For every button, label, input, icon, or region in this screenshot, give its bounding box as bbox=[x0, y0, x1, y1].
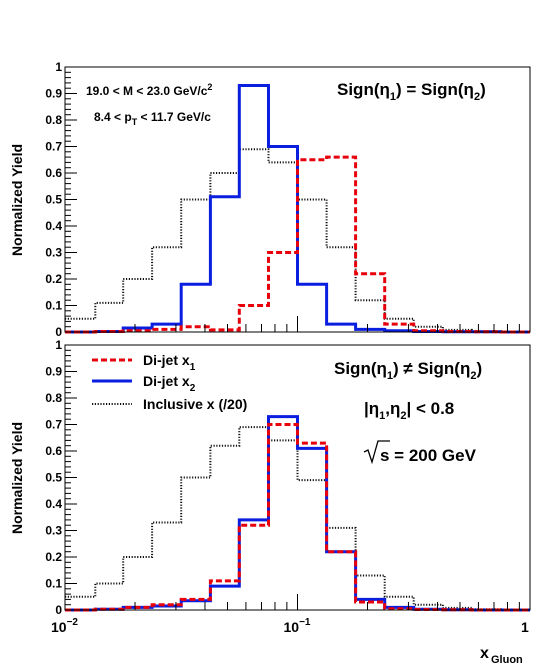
legend-label-dijet-x1: Di-jet x1 bbox=[143, 352, 196, 373]
y-tick-label: 0.4 bbox=[45, 497, 62, 511]
y-tick-label: 0 bbox=[55, 603, 62, 617]
x-tick-label: 10−1 bbox=[284, 617, 311, 635]
bottom-plot-frame bbox=[64, 344, 531, 611]
y-tick-label: 0.7 bbox=[45, 418, 62, 432]
y-tick-label: 1 bbox=[55, 338, 62, 352]
y-tick-label: 0.5 bbox=[45, 471, 62, 485]
y-tick-label: 0.2 bbox=[45, 550, 62, 564]
y-tick-label: 0.9 bbox=[45, 365, 62, 379]
top-axes: 0 0.1 0.2 0.3 0.4 0.5 0.6 0.7 0.8 0.9 1 bbox=[45, 60, 531, 339]
bottom-y-axis-label: Normalized Yield bbox=[9, 422, 25, 534]
annotation-mass-range: 19.0 < M < 23.0 GeV/c2 bbox=[86, 82, 212, 98]
y-tick-label: 0.8 bbox=[45, 391, 62, 405]
x-tick-label: 10−2 bbox=[51, 617, 78, 635]
svg-text:x: x bbox=[480, 645, 489, 662]
panel-bottom: 0 0.1 0.2 0.3 0.4 0.5 0.6 0.7 0.8 0.9 1 10−2 10−1 1 N… bbox=[9, 338, 531, 666]
legend: Di-jet x1 Di-jet x2 Inclusive x (/20) bbox=[92, 352, 247, 412]
y-tick-label: 0.3 bbox=[45, 524, 62, 538]
x-tick-label: 1 bbox=[521, 619, 529, 635]
annotation-same-sign: Sign(η1) = Sign(η2) bbox=[337, 80, 486, 103]
y-tick-label: 1 bbox=[55, 60, 62, 74]
y-tick-label: 0 bbox=[55, 325, 62, 339]
annotation-pt-range: 8.4 < pT < 11.7 GeV/c bbox=[94, 110, 211, 127]
y-tick-label: 0.9 bbox=[45, 87, 62, 101]
y-tick-label: 0.3 bbox=[45, 246, 62, 260]
top-y-axis-label: Normalized Yield bbox=[9, 144, 25, 256]
svg-text:Gluon: Gluon bbox=[491, 654, 523, 666]
panel-top: 0 0.1 0.2 0.3 0.4 0.5 0.6 0.7 0.8 0.9 1 Normalized… bbox=[9, 60, 531, 339]
legend-label-dijet-x2: Di-jet x2 bbox=[143, 373, 196, 394]
y-tick-label: 0.4 bbox=[45, 219, 62, 233]
y-tick-label: 0.6 bbox=[45, 166, 62, 180]
y-tick-label: 0.6 bbox=[45, 444, 62, 458]
y-tick-label: 0.8 bbox=[45, 113, 62, 127]
y-tick-label: 0.7 bbox=[45, 140, 62, 154]
y-tick-label: 0.5 bbox=[45, 193, 62, 207]
legend-label-inclusive: Inclusive x (/20) bbox=[143, 396, 247, 412]
series-di-jet-x1 bbox=[65, 155, 530, 334]
x-axis-label: x Gluon bbox=[480, 645, 523, 666]
annotation-eta-cut: |η1,η2| < 0.8 bbox=[364, 399, 454, 422]
annotation-opposite-sign: Sign(η1) ≠ Sign(η2) bbox=[334, 359, 482, 382]
series-inclusive-x-20 bbox=[65, 426, 530, 611]
y-tick-label: 0.1 bbox=[45, 577, 62, 591]
annotation-sqrt-s: s = 200 GeV bbox=[363, 440, 477, 465]
svg-text:s = 200 GeV: s = 200 GeV bbox=[380, 446, 477, 465]
bottom-axes: 0 0.1 0.2 0.3 0.4 0.5 0.6 0.7 0.8 0.9 1 10−2 10−1 1 bbox=[45, 338, 531, 635]
y-tick-label: 0.2 bbox=[45, 272, 62, 286]
y-tick-label: 0.1 bbox=[45, 299, 62, 313]
